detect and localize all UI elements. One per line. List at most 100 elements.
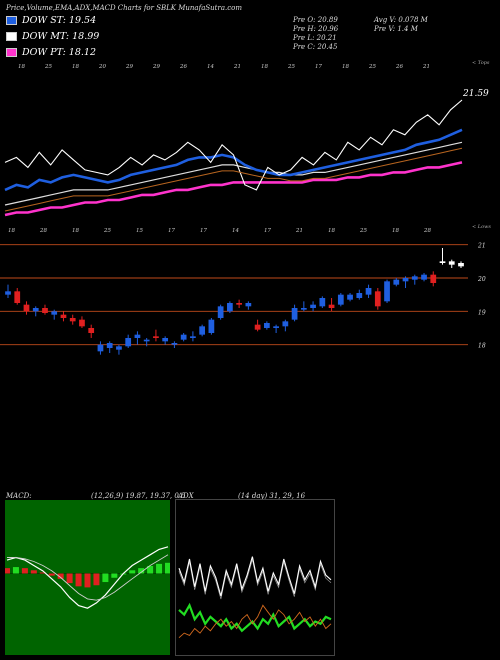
legend-swatch-st bbox=[6, 16, 17, 25]
price-tick-label: 21 bbox=[477, 243, 486, 250]
legend-label-pt: DOW PT: 18.12 bbox=[22, 47, 96, 58]
macd-histogram-bar bbox=[39, 572, 46, 574]
legend-dow-st: DOW ST: 19.54 bbox=[6, 15, 96, 26]
bottom-date-label: 18 bbox=[72, 228, 79, 234]
macd-histogram-bar bbox=[66, 573, 73, 584]
bottom-date-label: 17 bbox=[168, 228, 175, 234]
candle-body bbox=[217, 306, 224, 318]
stat-pre-low: Pre L: 20.21 bbox=[293, 34, 337, 42]
top-date-label: 26 bbox=[179, 64, 187, 70]
stat-pre-close: Pre C: 20.45 bbox=[293, 43, 338, 51]
top-date-label: 25 bbox=[287, 64, 295, 70]
bottom-date-label: 18 bbox=[392, 228, 399, 234]
legend-dow-pt: DOW PT: 18.12 bbox=[6, 47, 96, 58]
legend-dow-mt: DOW MT: 18.99 bbox=[6, 31, 99, 42]
candle-body bbox=[328, 304, 335, 308]
candle-body bbox=[162, 338, 169, 342]
candle-body bbox=[393, 279, 400, 285]
macd-histogram-bar bbox=[30, 570, 37, 574]
candle-body bbox=[402, 278, 409, 282]
chart-title: Price,Volume,EMA,ADX,MACD Charts for SBL… bbox=[6, 4, 243, 12]
adx-line bbox=[178, 556, 332, 597]
candle-body bbox=[347, 294, 353, 300]
stat-pre-volume: Pre V: 1.4 M bbox=[374, 25, 418, 33]
top-date-label: 29 bbox=[125, 64, 133, 70]
macd-title: MACD: bbox=[6, 492, 32, 500]
ema-pt-line bbox=[4, 161, 463, 217]
candle-body bbox=[32, 308, 39, 312]
candle-body bbox=[227, 303, 233, 312]
candle-body bbox=[439, 261, 446, 263]
candle-body bbox=[310, 304, 316, 308]
adx-chart bbox=[175, 499, 335, 656]
bottom-date-label: 28 bbox=[39, 228, 47, 234]
stat-pre-high: Pre H: 20.96 bbox=[293, 25, 339, 33]
macd-histogram-bar bbox=[147, 566, 154, 574]
bottom-date-label: 17 bbox=[264, 228, 271, 234]
lows-label: < Lows bbox=[472, 224, 491, 230]
candle-body bbox=[69, 318, 76, 322]
macd-histogram-bar bbox=[129, 570, 136, 574]
candle-body bbox=[319, 298, 326, 307]
top-date-label: 25 bbox=[368, 64, 376, 70]
top-date-label: 29 bbox=[152, 64, 160, 70]
top-date-label: 20 bbox=[98, 64, 106, 70]
candle-body bbox=[14, 291, 21, 303]
candle-body bbox=[208, 319, 215, 333]
bottom-date-label: 17 bbox=[200, 228, 207, 234]
macd-histogram-bar bbox=[93, 573, 100, 586]
macd-histogram-bar bbox=[102, 573, 109, 583]
candle-body bbox=[291, 308, 298, 320]
price-tick-label: 20 bbox=[477, 276, 486, 283]
macd-histogram-bar bbox=[57, 573, 64, 579]
adx-shadow-line bbox=[178, 559, 332, 600]
bottom-date-label: 28 bbox=[423, 228, 431, 234]
top-date-label: 14 bbox=[207, 64, 214, 70]
bottom-date-label: 18 bbox=[328, 228, 335, 234]
top-date-label: 21 bbox=[422, 64, 430, 70]
top-date-label: 26 bbox=[395, 64, 403, 70]
ema-mt-line bbox=[4, 141, 463, 206]
macd-line bbox=[6, 546, 169, 609]
adx-title: ADX bbox=[178, 492, 194, 500]
tops-label: < Tops bbox=[472, 60, 490, 66]
candle-body bbox=[374, 291, 381, 307]
candle-body bbox=[245, 303, 252, 307]
candle-body bbox=[171, 343, 178, 345]
candle-body bbox=[458, 263, 464, 267]
top-date-label: 18 bbox=[261, 64, 268, 70]
candle-body bbox=[384, 281, 390, 302]
stat-pre-open: Pre O: 20.89 bbox=[293, 16, 338, 24]
candle-body bbox=[5, 291, 11, 295]
top-date-label: 17 bbox=[315, 64, 322, 70]
candle-body bbox=[51, 311, 58, 315]
candle-body bbox=[263, 323, 270, 328]
macd-histogram-bar bbox=[12, 567, 19, 574]
top-date-label: 21 bbox=[233, 64, 241, 70]
bottom-date-label: 14 bbox=[232, 228, 239, 234]
candle-body bbox=[97, 344, 104, 352]
price-panel: 21 20 19 18 bbox=[0, 243, 486, 355]
macd-histogram-bar bbox=[156, 563, 163, 574]
macd-histogram-bar bbox=[75, 573, 82, 587]
candle-body bbox=[236, 303, 242, 305]
macd-histogram-bar bbox=[111, 573, 118, 578]
candle-body bbox=[106, 343, 113, 348]
candle-body bbox=[134, 334, 141, 338]
di-minus-line bbox=[178, 604, 332, 639]
macd-params: (12,26,9) 19.87, 19.37, 0.5 bbox=[91, 492, 186, 500]
candle-body bbox=[273, 326, 279, 328]
candle-body bbox=[199, 326, 206, 335]
macd-histogram-bar bbox=[5, 568, 10, 574]
candle-body bbox=[116, 346, 122, 350]
candle-body bbox=[60, 314, 67, 318]
candle-body bbox=[153, 336, 159, 338]
candle-body bbox=[300, 308, 307, 310]
ema-ribbon-line bbox=[4, 147, 463, 212]
bottom-date-label: 18 bbox=[8, 228, 15, 234]
price-tick-label: 18 bbox=[478, 343, 486, 350]
top-date-label: 25 bbox=[44, 64, 52, 70]
stat-avg-volume: Avg V: 0.078 M bbox=[374, 16, 428, 24]
macd-histogram-bar bbox=[165, 562, 170, 574]
